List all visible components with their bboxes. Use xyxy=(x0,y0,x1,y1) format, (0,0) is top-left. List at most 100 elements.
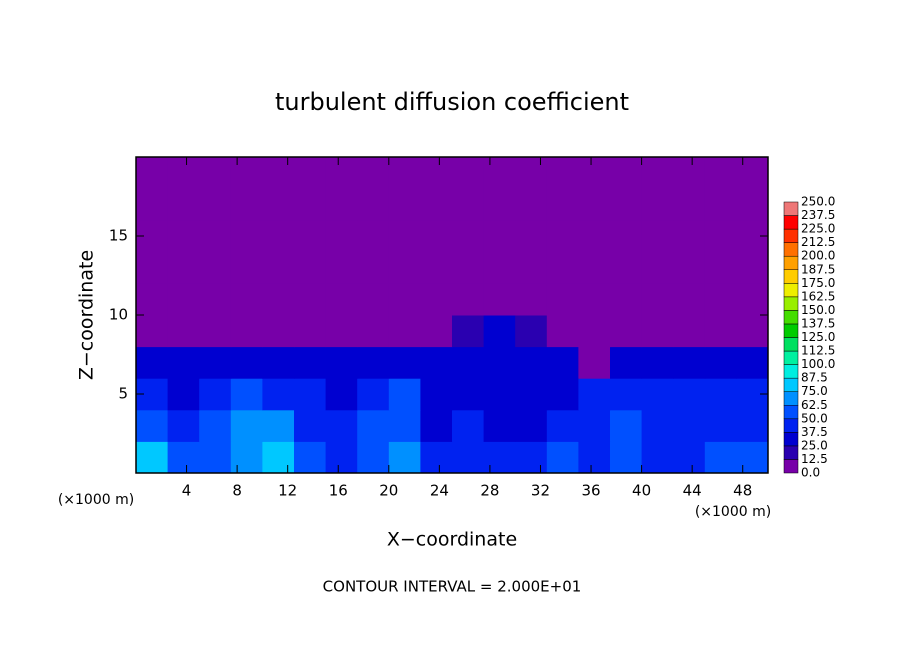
cell xyxy=(641,283,674,316)
y-tick-label: 10 xyxy=(109,306,128,324)
cell xyxy=(357,378,390,411)
cell xyxy=(136,315,169,348)
colorbar-swatch xyxy=(783,405,799,420)
cell xyxy=(546,441,579,474)
cell xyxy=(294,251,327,284)
cell xyxy=(230,441,263,474)
cell xyxy=(515,251,548,284)
cell xyxy=(452,251,485,284)
cell xyxy=(420,220,453,253)
x-tick-label: 8 xyxy=(232,482,242,500)
colorbar-swatch xyxy=(783,296,799,311)
footnote: CONTOUR INTERVAL = 2.000E+01 xyxy=(323,578,582,596)
x-tick-label: 20 xyxy=(379,482,398,500)
cell xyxy=(515,157,548,190)
cell xyxy=(452,409,485,442)
x-tick-label: 24 xyxy=(430,482,449,500)
colorbar-label: 50.0 xyxy=(801,411,828,425)
cell xyxy=(325,188,358,221)
cell xyxy=(546,378,579,411)
cell xyxy=(452,283,485,316)
cell xyxy=(136,409,169,442)
cell xyxy=(167,315,200,348)
cell xyxy=(452,441,485,474)
x-tick-label: 44 xyxy=(683,482,702,500)
cell xyxy=(325,315,358,348)
cell xyxy=(673,378,706,411)
cell xyxy=(673,409,706,442)
cell xyxy=(578,378,611,411)
cell xyxy=(610,346,643,379)
cell xyxy=(357,283,390,316)
cell xyxy=(452,220,485,253)
colorbar-label: 25.0 xyxy=(801,438,828,452)
x-tick-label: 40 xyxy=(632,482,651,500)
colorbar-label: 87.5 xyxy=(801,371,828,385)
cell xyxy=(420,188,453,221)
y-tick-label: 5 xyxy=(118,385,128,403)
cell xyxy=(262,378,295,411)
cell xyxy=(483,283,516,316)
cell xyxy=(704,188,737,221)
cell xyxy=(262,315,295,348)
cell xyxy=(325,378,358,411)
x-tick-label: 28 xyxy=(480,482,499,500)
cell xyxy=(704,157,737,190)
colorbar-label: 250.0 xyxy=(801,195,835,209)
colorbar-swatch xyxy=(783,459,799,474)
cell xyxy=(357,220,390,253)
cell xyxy=(704,220,737,253)
cell xyxy=(167,157,200,190)
cell xyxy=(199,409,232,442)
cell xyxy=(704,346,737,379)
cell xyxy=(167,441,200,474)
cell xyxy=(515,220,548,253)
cell xyxy=(294,283,327,316)
colorbar-swatch xyxy=(783,215,799,230)
cell xyxy=(230,251,263,284)
cell xyxy=(420,378,453,411)
cell xyxy=(673,251,706,284)
cell xyxy=(262,346,295,379)
cell xyxy=(483,409,516,442)
cell xyxy=(388,409,421,442)
colorbar-swatch xyxy=(783,269,799,284)
cell xyxy=(294,346,327,379)
y-tick-label: 15 xyxy=(109,227,128,245)
colorbar-swatch xyxy=(783,310,799,325)
cell xyxy=(325,251,358,284)
cell xyxy=(641,346,674,379)
cell xyxy=(578,409,611,442)
cell xyxy=(515,409,548,442)
cell xyxy=(736,315,769,348)
colorbar-label: 175.0 xyxy=(801,276,835,290)
cell xyxy=(546,251,579,284)
colorbar-label: 187.5 xyxy=(801,262,835,276)
cell xyxy=(357,441,390,474)
cell xyxy=(736,346,769,379)
cell xyxy=(546,157,579,190)
cell xyxy=(230,157,263,190)
cell xyxy=(199,315,232,348)
cell xyxy=(420,346,453,379)
cell xyxy=(420,251,453,284)
cell xyxy=(704,283,737,316)
cell xyxy=(325,346,358,379)
cell xyxy=(262,251,295,284)
colorbar-swatch xyxy=(783,350,799,365)
cell xyxy=(230,188,263,221)
cell xyxy=(736,251,769,284)
cell xyxy=(357,409,390,442)
cell xyxy=(673,220,706,253)
cell xyxy=(673,315,706,348)
x-tick-label: 16 xyxy=(329,482,348,500)
cell xyxy=(578,157,611,190)
cell xyxy=(294,378,327,411)
cell xyxy=(610,378,643,411)
cell xyxy=(515,315,548,348)
cell xyxy=(199,251,232,284)
cell xyxy=(578,251,611,284)
cell xyxy=(610,315,643,348)
cell xyxy=(199,441,232,474)
